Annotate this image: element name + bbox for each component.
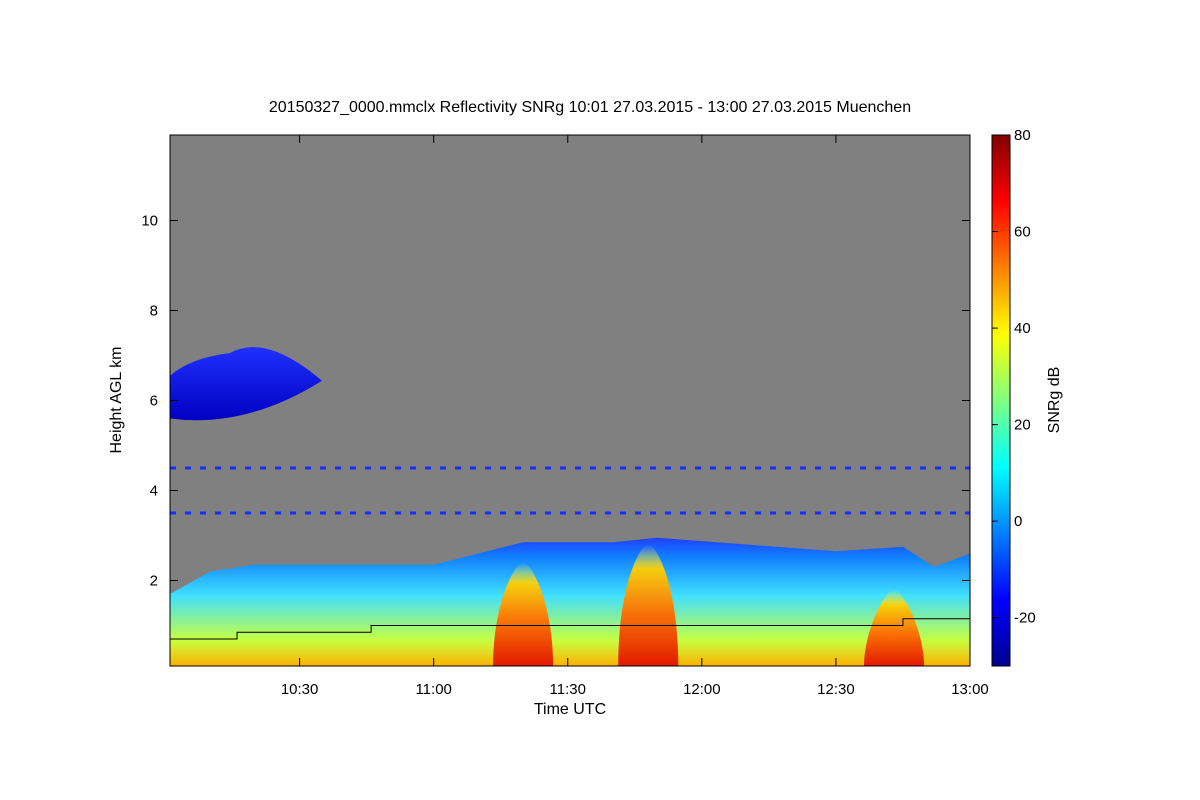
reflectivity-core-1 (493, 562, 554, 666)
colorbar-tick-label: 60 (1014, 224, 1031, 241)
y-tick-label: 6 (150, 393, 158, 410)
y-tick-label: 10 (141, 213, 158, 230)
chart-title: 20150327_0000.mmclx Reflectivity SNRg 10… (268, 99, 912, 116)
y-axis-title: Height AGL km (108, 346, 125, 453)
y-tick-label: 4 (150, 483, 158, 500)
x-tick-label: 11:30 (550, 681, 586, 698)
colorbar-title: SNRg dB (1046, 367, 1063, 434)
colorbar-tick-label: 40 (1014, 320, 1031, 337)
reflectivity-field (170, 347, 970, 666)
x-tick-label: 10:30 (281, 681, 319, 698)
step-line (170, 618, 970, 640)
colorbar-tick-label: -20 (1014, 610, 1036, 627)
boundary-layer-echo (170, 537, 970, 666)
x-tick-label: 13:00 (951, 681, 989, 698)
reflectivity-core-3 (864, 589, 925, 666)
axis-ticks: 10:30 11:00 11:30 12:00 12:30 13:00 2 4 6 8 10 (141, 135, 989, 698)
x-tick-label: 11:00 (415, 681, 451, 698)
colorbar-tick-label: 20 (1014, 417, 1031, 434)
colorbar-ticks: -20 0 20 40 60 80 (992, 127, 1036, 627)
x-axis-title: Time UTC (534, 701, 606, 718)
colorbar-tick-label: 80 (1014, 127, 1031, 144)
x-tick-label: 12:00 (683, 681, 721, 698)
colorbar (991, 134, 1011, 667)
y-tick-label: 2 (150, 573, 158, 590)
reflectivity-core-2 (618, 544, 679, 666)
y-tick-label: 8 (150, 303, 158, 320)
x-tick-label: 12:30 (817, 681, 855, 698)
upper-cloud-echo (170, 347, 322, 421)
colorbar-tick-label: 0 (1014, 513, 1022, 530)
